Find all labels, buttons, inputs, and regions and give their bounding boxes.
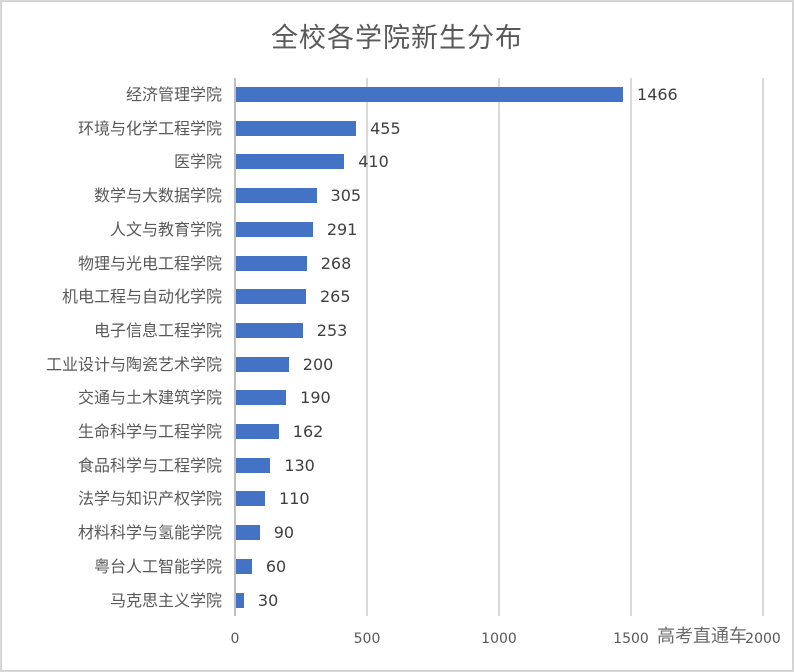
category-label: 工业设计与陶瓷艺术学院	[45, 354, 222, 374]
bar-row: 经济管理学院 1466	[0, 80, 794, 110]
value-label: 162	[292, 422, 324, 441]
x-tick-label: 0	[230, 631, 240, 647]
bar-row: 物理与光电工程学院 268	[0, 249, 794, 279]
bar[interactable]	[236, 289, 306, 305]
gridline	[498, 78, 500, 616]
value-label: 410	[358, 152, 389, 172]
bar[interactable]	[236, 592, 244, 608]
bar-row: 人文与教育学院 291	[0, 215, 794, 245]
gridline	[762, 78, 764, 616]
watermark: 高考直通车	[657, 626, 747, 647]
bar[interactable]	[236, 457, 271, 473]
value-label: 130	[284, 455, 315, 475]
category-label: 生命科学与工程学院	[77, 422, 222, 441]
bar[interactable]	[236, 120, 357, 136]
value-label: 110	[279, 489, 310, 509]
bar[interactable]	[236, 188, 317, 204]
category-label: 数学与大数据学院	[93, 186, 222, 206]
bar-row: 电子信息工程学院 253	[0, 316, 794, 346]
category-label: 医学院	[173, 152, 222, 172]
bar-row: 交通与土木建筑学院 190	[0, 383, 794, 413]
chart-title: 全校各学院新生分布	[271, 23, 523, 54]
gridline	[366, 78, 368, 616]
x-tick-label: 500	[353, 631, 381, 647]
bar[interactable]	[236, 154, 345, 170]
value-label: 268	[320, 253, 352, 273]
bar-row: 粤台人工智能学院 60	[0, 552, 794, 582]
bar[interactable]	[236, 255, 307, 271]
category-label: 人文与教育学院	[109, 219, 222, 239]
value-label: 30	[257, 590, 279, 610]
bar-row: 机电工程与自动化学院 265	[0, 282, 794, 312]
category-label: 粤台人工智能学院	[93, 556, 222, 576]
value-label: 90	[273, 523, 295, 543]
value-label: 291	[326, 219, 358, 239]
category-label: 法学与知识产权学院	[77, 489, 222, 509]
category-label: 马克思主义学院	[109, 590, 222, 610]
y-axis-line	[234, 78, 236, 616]
bar[interactable]	[236, 558, 252, 574]
bar[interactable]	[236, 390, 287, 406]
bar-row: 工业设计与陶瓷艺术学院 200	[0, 350, 794, 380]
value-label: 455	[370, 118, 401, 138]
gridline	[630, 78, 632, 616]
x-tick-label: 1000	[481, 631, 517, 647]
value-label: 265	[319, 287, 351, 307]
value-label: 190	[300, 388, 331, 408]
category-label: 电子信息工程学院	[93, 320, 222, 340]
bar[interactable]	[236, 525, 260, 541]
bar[interactable]	[236, 221, 313, 237]
bar[interactable]	[236, 356, 289, 372]
bar-row: 生命科学与工程学院 162	[0, 417, 794, 447]
bar[interactable]	[236, 424, 279, 439]
category-label: 环境与化学工程学院	[77, 118, 222, 138]
category-label: 食品科学与工程学院	[77, 455, 222, 475]
category-label: 物理与光电工程学院	[77, 253, 222, 273]
bar-row: 环境与化学工程学院 455	[0, 114, 794, 144]
value-label: 60	[265, 556, 287, 576]
bar[interactable]	[236, 322, 303, 338]
value-label: 253	[316, 320, 348, 340]
category-label: 机电工程与自动化学院	[61, 287, 222, 307]
value-label: 200	[302, 354, 334, 374]
x-tick-label: 1500	[613, 631, 649, 647]
category-label: 交通与土木建筑学院	[77, 388, 222, 408]
x-tick-label: 2000	[745, 631, 781, 647]
bar[interactable]	[236, 87, 624, 102]
value-label: 305	[330, 186, 362, 206]
bar-row: 数学与大数据学院 305	[0, 181, 794, 211]
bar-row: 食品科学与工程学院 130	[0, 451, 794, 481]
bar-row: 医学院 410	[0, 147, 794, 177]
bar-row: 马克思主义学院 30	[0, 586, 794, 616]
bar[interactable]	[236, 491, 266, 507]
category-label: 经济管理学院	[125, 85, 222, 104]
category-label: 材料科学与氢能学院	[77, 523, 222, 543]
bar-row: 材料科学与氢能学院 90	[0, 518, 794, 548]
value-label: 1466	[637, 85, 678, 104]
bar-row: 法学与知识产权学院 110	[0, 484, 794, 514]
